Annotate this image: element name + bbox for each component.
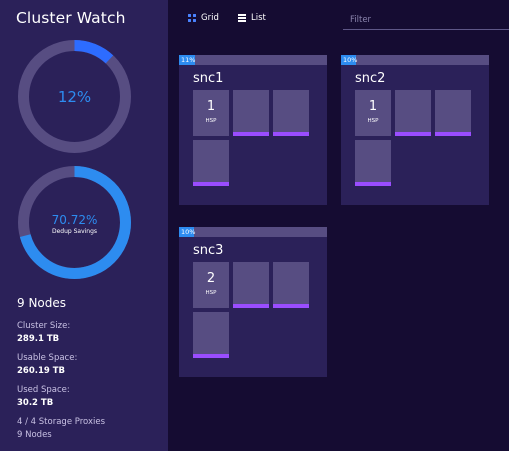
tile-bar <box>435 132 471 136</box>
storage-tile[interactable] <box>273 262 309 308</box>
node-usage-bar: 11% <box>179 55 327 65</box>
node-name: snc2 <box>355 71 386 86</box>
dedup-gauge-arc <box>18 166 131 279</box>
hsp-count: 1 <box>206 99 216 114</box>
stat-label: 4 / 4 Storage Proxies <box>17 417 106 427</box>
stat-value: 260.19 TB <box>17 366 66 376</box>
sidebar: Cluster Watch 12% 70.72% Dedup Savings 9… <box>0 0 168 451</box>
stat-storage-proxies: 4 / 4 Storage Proxies 9 Nodes <box>17 417 105 441</box>
dedup-percent: 70.72% <box>51 212 98 227</box>
stat-sub-label: 9 Nodes <box>17 430 52 440</box>
stat-value: 30.2 TB <box>17 398 54 408</box>
stat-label: Used Space: <box>17 385 70 395</box>
storage-tile[interactable] <box>193 312 229 358</box>
storage-tile[interactable] <box>233 262 269 308</box>
grid-view-label: Grid <box>201 13 219 23</box>
hsp-tile[interactable]: 1 HSP <box>193 90 229 136</box>
hsp-count: 2 <box>206 271 216 286</box>
node-usage-bar: 10% <box>341 55 489 65</box>
node-usage-fill <box>179 55 196 65</box>
dedup-gauge-ring <box>18 166 131 279</box>
tile-bar <box>233 132 269 136</box>
hsp-tile[interactable]: 2 HSP <box>193 262 229 308</box>
tile-bar <box>355 182 391 186</box>
node-usage-label: 10% <box>181 228 196 236</box>
stat-label: Usable Space: <box>17 353 78 363</box>
list-view-button[interactable]: List <box>238 13 266 23</box>
dedup-gauge: 70.72% Dedup Savings <box>16 164 133 281</box>
grid-icon <box>188 14 196 22</box>
usage-percent: 12% <box>57 87 92 106</box>
app-title: Cluster Watch <box>16 9 126 27</box>
tile-bar <box>193 354 229 358</box>
stat-value: 289.1 TB <box>17 334 60 344</box>
node-name: snc1 <box>193 71 224 86</box>
list-icon <box>238 14 246 22</box>
storage-tile[interactable] <box>395 90 431 136</box>
node-card-snc3[interactable]: 10% snc3 2 HSP <box>179 227 327 377</box>
filter-input[interactable] <box>343 10 509 30</box>
node-name: snc3 <box>193 243 224 258</box>
tile-bar <box>395 132 431 136</box>
node-usage-bar: 10% <box>179 227 327 237</box>
stat-used-space: Used Space: 30.2 TB <box>17 385 70 409</box>
hsp-label: HSP <box>367 118 379 124</box>
node-usage-label: 10% <box>343 56 358 64</box>
storage-tile[interactable] <box>233 90 269 136</box>
hsp-label: HSP <box>205 290 217 296</box>
node-usage-fill <box>179 227 194 237</box>
tile-bar <box>193 182 229 186</box>
hsp-count: 1 <box>368 99 378 114</box>
usage-gauge-ring <box>18 40 131 153</box>
grid-view-button[interactable]: Grid <box>188 13 219 23</box>
list-view-label: List <box>251 13 266 23</box>
node-card-snc2[interactable]: 10% snc2 1 HSP <box>341 55 489 205</box>
stat-usable-space: Usable Space: 260.19 TB <box>17 353 77 377</box>
tile-bar <box>273 304 309 308</box>
storage-tile[interactable] <box>193 140 229 186</box>
node-usage-fill <box>341 55 356 65</box>
usage-gauge-arc <box>18 40 131 153</box>
storage-tile[interactable] <box>355 140 391 186</box>
stat-label: Cluster Size: <box>17 321 71 331</box>
hsp-tile[interactable]: 1 HSP <box>355 90 391 136</box>
storage-tile[interactable] <box>273 90 309 136</box>
storage-tile[interactable] <box>435 90 471 136</box>
hsp-label: HSP <box>205 118 217 124</box>
usage-gauge: 12% <box>16 38 133 155</box>
tile-bar <box>233 304 269 308</box>
stat-cluster-size: Cluster Size: 289.1 TB <box>17 321 70 345</box>
nodes-count-title: 9 Nodes <box>17 296 67 310</box>
tile-bar <box>273 132 309 136</box>
dedup-label: Dedup Savings <box>51 227 98 235</box>
node-card-snc1[interactable]: 11% snc1 1 HSP <box>179 55 327 205</box>
node-usage-label: 11% <box>181 56 196 64</box>
